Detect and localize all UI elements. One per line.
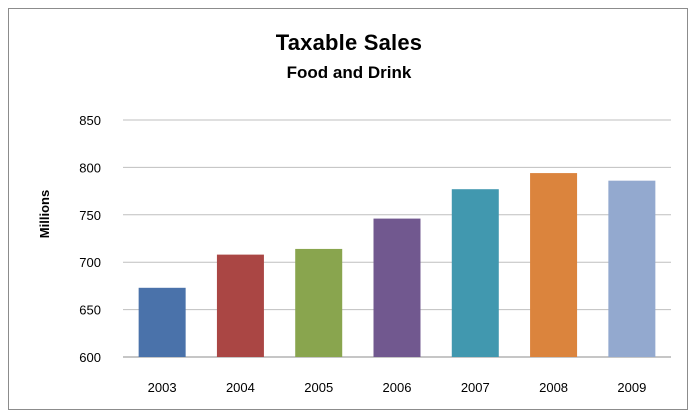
x-tick-label: 2008 xyxy=(539,380,568,395)
y-tick-labels: 600 650 700 750 800 850 xyxy=(79,113,101,365)
bar-2005 xyxy=(295,248,343,357)
y-tick-label: 700 xyxy=(79,255,101,270)
bar-2007 xyxy=(451,189,499,357)
y-axis-label: Millions xyxy=(37,190,52,238)
bars xyxy=(138,173,656,357)
y-tick-label: 650 xyxy=(79,303,101,318)
bar-2008 xyxy=(530,173,578,357)
chart-subtitle: Food and Drink xyxy=(286,63,412,82)
x-tick-label: 2009 xyxy=(617,380,646,395)
x-tick-label: 2004 xyxy=(226,380,255,395)
chart-title: Taxable Sales xyxy=(275,30,423,55)
bar-2009 xyxy=(608,180,656,357)
y-tick-label: 600 xyxy=(79,350,101,365)
x-tick-label: 2005 xyxy=(304,380,333,395)
x-tick-labels: 2003 2004 2005 2006 2007 2008 2009 xyxy=(148,380,647,395)
y-tick-label: 800 xyxy=(79,160,101,175)
bar-2003 xyxy=(138,287,186,357)
bar-2006 xyxy=(373,218,421,357)
x-tick-label: 2007 xyxy=(461,380,490,395)
x-tick-label: 2006 xyxy=(383,380,412,395)
gridlines xyxy=(123,119,671,358)
bar-2004 xyxy=(216,254,264,357)
x-tick-label: 2003 xyxy=(148,380,177,395)
y-tick-label: 750 xyxy=(79,208,101,223)
y-tick-label: 850 xyxy=(79,113,101,128)
